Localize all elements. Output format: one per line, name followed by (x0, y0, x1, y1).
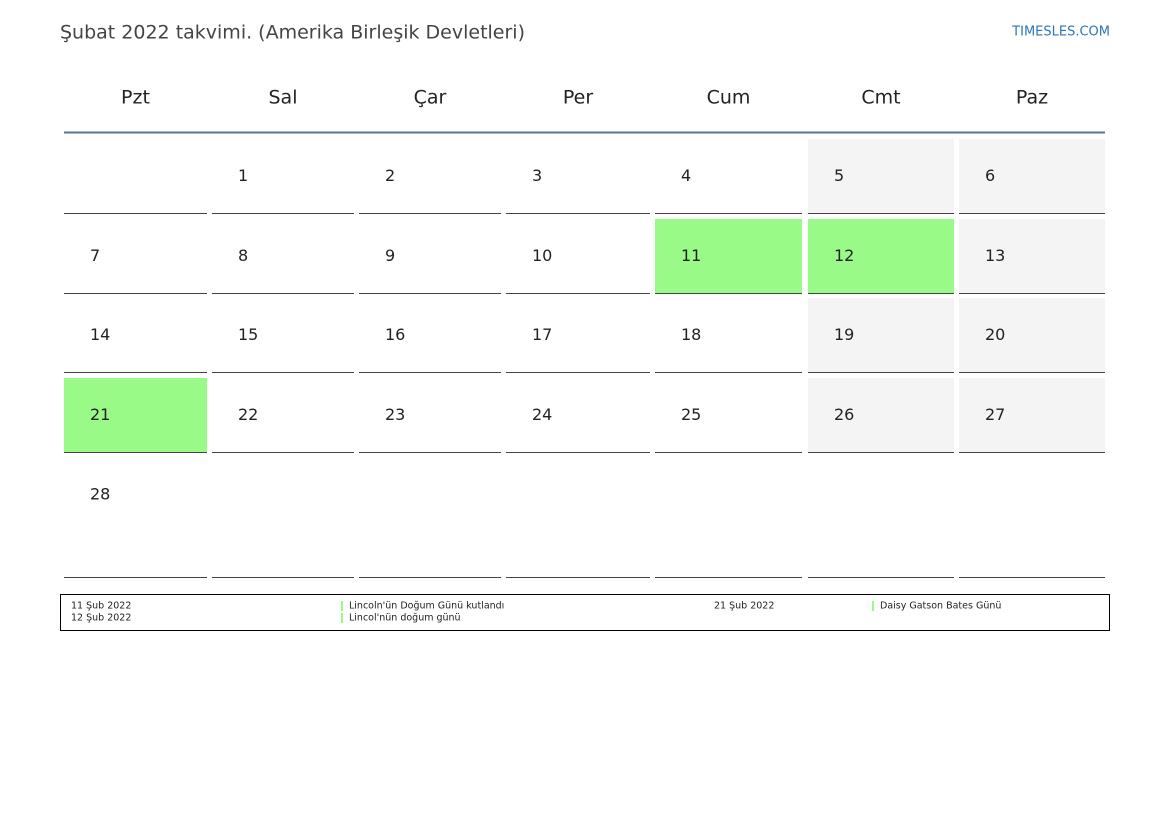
weekday-label: Pzt (121, 87, 150, 109)
event-name: Lincol'nün doğum günü (349, 613, 461, 624)
day-number: 7 (90, 246, 100, 265)
day-cell (959, 139, 1105, 213)
day-number: 15 (238, 325, 258, 344)
day-cell (808, 139, 954, 213)
day-number: 8 (238, 246, 248, 265)
day-number: 12 (834, 246, 854, 265)
weekday-label: Cum (707, 87, 751, 109)
weekday-label: Paz (1016, 87, 1048, 109)
weekday-label: Sal (269, 87, 298, 109)
day-number: 17 (532, 325, 552, 344)
event-date: 12 Şub 2022 (71, 613, 131, 624)
day-cell (64, 378, 207, 452)
weekday-label: Per (563, 87, 593, 109)
day-number: 27 (985, 405, 1005, 424)
day-cell (808, 378, 954, 452)
event-marker (341, 601, 343, 611)
day-number: 25 (681, 405, 701, 424)
day-number: 2 (385, 166, 395, 185)
day-number: 9 (385, 246, 395, 265)
day-cell (808, 219, 954, 293)
day-number: 23 (385, 405, 405, 424)
day-number: 11 (681, 246, 701, 265)
brand-link[interactable]: TIMESLES.COM (1011, 25, 1110, 40)
day-number: 18 (681, 325, 701, 344)
day-number: 24 (532, 405, 552, 424)
weekday-label: Cmt (861, 87, 900, 109)
event-date: 21 Şub 2022 (714, 601, 774, 612)
day-cell (959, 219, 1105, 293)
legend-box (60, 594, 1110, 631)
day-number: 5 (834, 166, 844, 185)
event-name: Daisy Gatson Bates Günü (880, 601, 1001, 612)
event-marker (341, 613, 343, 623)
day-number: 19 (834, 325, 854, 344)
event-marker (872, 601, 874, 611)
day-cell (959, 378, 1105, 452)
day-number: 16 (385, 325, 405, 344)
day-number: 4 (681, 166, 691, 185)
day-number: 21 (90, 405, 110, 424)
day-number: 20 (985, 325, 1005, 344)
day-number: 10 (532, 246, 552, 265)
day-number: 14 (90, 325, 110, 344)
day-cell (808, 298, 954, 372)
day-number: 13 (985, 246, 1005, 265)
day-number: 28 (90, 485, 110, 504)
event-date: 11 Şub 2022 (71, 601, 131, 612)
day-number: 1 (238, 166, 248, 185)
title: Şubat 2022 takvimi. (Amerika Birleşik De… (60, 22, 525, 44)
day-cell (655, 219, 802, 293)
day-number: 26 (834, 405, 854, 424)
day-number: 3 (532, 166, 542, 185)
day-number: 6 (985, 166, 995, 185)
day-number: 22 (238, 405, 258, 424)
day-cell (959, 298, 1105, 372)
event-name: Lincoln'ün Doğum Günü kutlandı (349, 601, 504, 612)
weekday-label: Çar (414, 87, 447, 109)
